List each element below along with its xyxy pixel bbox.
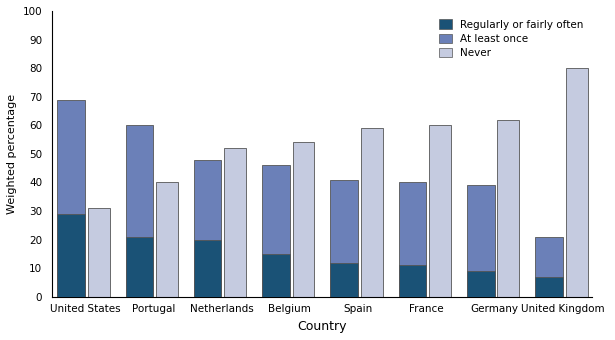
X-axis label: Country: Country [297,320,347,333]
Bar [262,254,290,297]
Bar [262,165,290,297]
Bar [57,214,85,297]
Bar [467,271,494,297]
Bar [467,185,494,297]
Bar [156,183,178,297]
Bar [57,100,85,297]
Bar [330,262,358,297]
Bar [125,237,153,297]
Bar [535,237,563,297]
Bar [293,142,314,297]
Legend: Regularly or fairly often, At least once, Never: Regularly or fairly often, At least once… [436,16,587,62]
Bar [399,183,426,297]
Bar [224,148,246,297]
Bar [194,159,221,297]
Bar [566,68,587,297]
Y-axis label: Weighted percentage: Weighted percentage [7,94,17,214]
Bar [330,180,358,297]
Bar [361,128,383,297]
Bar [498,120,519,297]
Bar [535,277,563,297]
Bar [429,125,451,297]
Bar [399,266,426,297]
Bar [88,208,109,297]
Bar [125,125,153,297]
Bar [194,240,221,297]
